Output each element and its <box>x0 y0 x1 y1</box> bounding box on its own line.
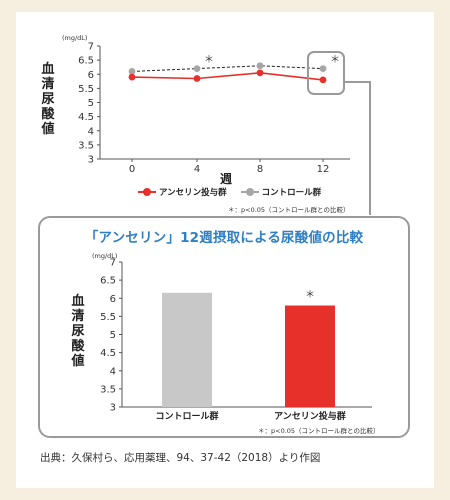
series-line-anserine <box>131 72 324 81</box>
top-line-chart: 3 3.5 4 4.5 5 5.5 6 6.5 7 0 4 8 12 ＊ ＊ 週 <box>78 42 371 215</box>
source-citation: 出典：久保村ら、応用薬理、94、37-42（2018）より作図 <box>40 452 321 464</box>
top-y-tick-label: 7 <box>88 42 94 53</box>
bar-category-label: アンセリン投与群 <box>274 410 346 422</box>
top-x-tick-label: 12 <box>317 164 330 175</box>
bottom-y-tick-label: 3.5 <box>100 384 116 395</box>
highlight-connector <box>344 81 371 215</box>
data-point-control <box>256 62 264 70</box>
bottom-y-tick-label: 7 <box>110 258 116 269</box>
top-y-tick-label: 6 <box>88 70 94 81</box>
comparison-box <box>38 216 410 438</box>
series-line-control <box>131 65 324 72</box>
legend-label-control: コントロール群 <box>261 188 322 198</box>
highlight-box <box>307 51 345 95</box>
significance-mark: ＊ <box>305 290 315 301</box>
top-y-tick-label: 5 <box>88 98 94 109</box>
top-y-tick-label: 6.5 <box>78 56 94 67</box>
bottom-y-tick-label: 3 <box>110 403 116 414</box>
bottom-chart-ylabel: 血清尿酸値 <box>71 294 85 369</box>
bottom-y-tick-label: 5.5 <box>100 312 116 323</box>
comparison-title: 「アンセリン」12週摂取による尿酸値の比較 <box>84 230 364 246</box>
legend-item-anserine: アンセリン投与群 <box>138 186 227 198</box>
top-legend: アンセリン投与群 コントロール群 <box>138 186 321 198</box>
data-point-control <box>193 65 201 72</box>
top-chart-xlabel: 週 <box>220 171 232 186</box>
top-y-tick-label: 4.5 <box>78 112 94 123</box>
top-chart-note: ＊：p<0.05（コントロール群との比較） <box>228 206 350 214</box>
top-x-tick-label: 8 <box>257 164 263 175</box>
data-point-control <box>319 65 327 72</box>
top-y-tick-label: 4 <box>88 126 94 137</box>
data-point-anserine <box>128 73 136 81</box>
bottom-chart-unit: (mg/dL) <box>92 252 118 260</box>
data-point-anserine <box>256 69 264 77</box>
bottom-y-tick-label: 4 <box>110 366 116 377</box>
bottom-y-tick-label: 6 <box>110 294 116 305</box>
top-chart-unit: (mg/dL) <box>62 34 88 42</box>
data-point-anserine <box>193 75 201 82</box>
top-x-tick-label: 0 <box>129 164 135 175</box>
bottom-y-tick-label: 4.5 <box>100 348 116 359</box>
bar-anserine <box>285 305 335 407</box>
legend-swatch-anserine <box>138 188 156 196</box>
legend-item-control: コントロール群 <box>240 186 322 198</box>
bottom-y-tick-label: 6.5 <box>100 276 116 287</box>
bar-control <box>162 292 212 407</box>
top-y-tick-label: 3.5 <box>78 140 94 151</box>
bottom-y-tick-label: 5 <box>110 330 116 341</box>
top-x-tick-label: 4 <box>194 164 200 175</box>
top-y-tick-label: 5.5 <box>78 84 94 95</box>
significance-mark: ＊ <box>330 55 340 66</box>
top-chart-ylabel: 血清尿酸値 <box>41 62 55 137</box>
bottom-bar-chart: 3 3.5 4 4.5 5 5.5 6 6.5 7 コントロール群 アンセリン投与群 ＊ <box>100 258 372 422</box>
bottom-chart-note: ＊：p<0.05（コントロール群との比較） <box>258 427 380 435</box>
data-point-control <box>128 68 136 75</box>
legend-swatch-control <box>240 188 259 196</box>
top-y-tick-label: 3 <box>88 155 94 166</box>
data-point-anserine <box>319 76 327 84</box>
significance-mark: ＊ <box>204 55 214 66</box>
bar-category-label: コントロール群 <box>155 410 218 422</box>
legend-label-anserine: アンセリン投与群 <box>159 188 227 198</box>
